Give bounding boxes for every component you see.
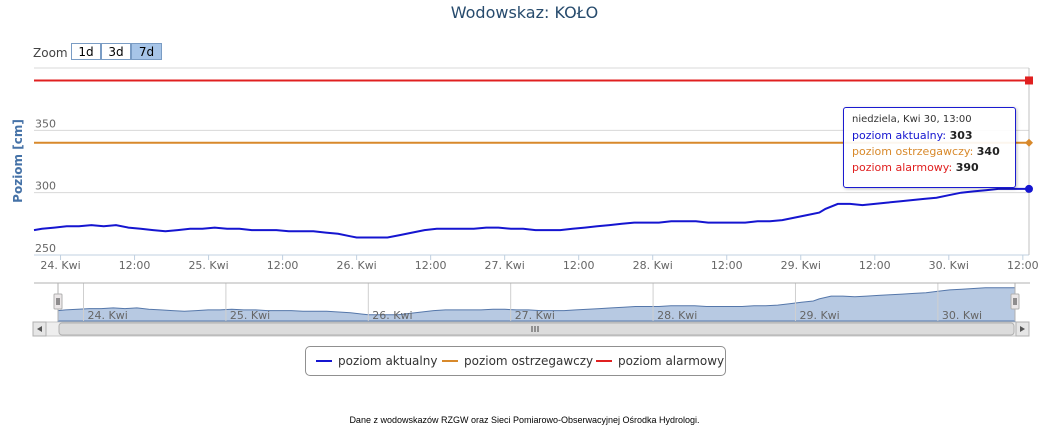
x-axis: 24. Kwi 12:00 25. Kwi 12:00 26. Kwi 12:00 27. … [40, 255, 1039, 272]
x-tick-label: 29. Kwi [781, 259, 821, 272]
zoom-label: Zoom [33, 46, 68, 60]
navigator-tick-label: 28. Kwi [657, 309, 697, 322]
navigator-tick-label: 29. Kwi [799, 309, 839, 322]
legend-item-actual[interactable]: poziom aktualny [316, 354, 437, 368]
navigator-tick-label: 27. Kwi [515, 309, 555, 322]
navigator-tick-label: 25. Kwi [230, 309, 270, 322]
legend: poziom aktualny poziom ostrzegawczy pozi… [305, 346, 726, 376]
y-tick-label: 350 [35, 117, 56, 130]
x-tick-label: 12:00 [563, 259, 595, 272]
navigator-tick-label: 24. Kwi [88, 309, 128, 322]
markers-layer [1025, 68, 1033, 255]
x-tick-label: 24. Kwi [40, 259, 80, 272]
x-tick-label: 26. Kwi [336, 259, 376, 272]
x-tick-label: 12:00 [859, 259, 891, 272]
legend-label-alarm: poziom alarmowy [618, 354, 725, 368]
y-axis: 250 300 350 [35, 117, 56, 255]
y-tick-label: 250 [35, 242, 56, 255]
tooltip-row-alarm: poziom alarmowy: 390 [852, 160, 1015, 176]
x-tick-label: 30. Kwi [929, 259, 969, 272]
scrollbar-left-button[interactable] [32, 321, 47, 337]
tooltip-label-warning: poziom ostrzegawczy: [852, 145, 977, 158]
handle-body [53, 293, 63, 310]
x-tick-label: 27. Kwi [485, 259, 525, 272]
x-tick-label: 25. Kwi [188, 259, 228, 272]
navigator-tick-label: 30. Kwi [942, 309, 982, 322]
navigator[interactable]: 24. Kwi 25. Kwi 26. Kwi 27. Kwi 28. Kwi 29. K… [34, 282, 1030, 322]
legend-label-warning: poziom ostrzegawczy [464, 354, 594, 368]
legend-swatch-alarm [596, 359, 612, 362]
handle-body [1010, 293, 1020, 310]
arrow-left-icon [37, 326, 42, 332]
scrollbar[interactable] [32, 321, 1030, 337]
legend-swatch-actual [316, 359, 332, 362]
chart-title: Wodowskaz: KOŁO [450, 3, 599, 22]
x-tick-label: 12:00 [267, 259, 299, 272]
tooltip-value-actual: 303 [949, 129, 973, 142]
zoom-3d-button[interactable]: 3d [101, 43, 131, 60]
x-tick-label: 12:00 [711, 259, 743, 272]
zoom-1d-button[interactable]: 1d [71, 43, 101, 60]
tooltip-label-alarm: poziom alarmowy: [852, 161, 956, 174]
tooltip-value-alarm: 390 [955, 161, 979, 174]
tooltip-row-warning: poziom ostrzegawczy: 340 [852, 144, 1015, 160]
x-tick-label: 12:00 [119, 259, 151, 272]
x-tick-label: 12:00 [415, 259, 447, 272]
y-axis-label: Poziom [cm] [11, 119, 25, 203]
tooltip-label-actual: poziom aktualny: [852, 129, 950, 142]
legend-item-alarm[interactable]: poziom alarmowy [596, 354, 724, 368]
x-tick-label: 12:00 [1007, 259, 1039, 272]
zoom-7d-button[interactable]: 7d [131, 43, 162, 60]
tooltip-date: niedziela, Kwi 30, 13:00 [852, 114, 972, 125]
tooltip-row-actual: poziom aktualny: 303 [852, 128, 1015, 144]
legend-label-actual: poziom aktualny [338, 354, 438, 368]
scrollbar-thumb[interactable] [58, 322, 1015, 336]
scrollbar-right-button[interactable] [1015, 321, 1030, 337]
marker-warning [1025, 138, 1033, 147]
navigator-handle-left[interactable] [53, 293, 63, 310]
marker-alarm [1025, 76, 1033, 85]
tooltip: niedziela, Kwi 30, 13:00 poziom aktualny… [843, 107, 1016, 188]
marker-actual [1025, 184, 1033, 193]
legend-swatch-warning [442, 359, 458, 362]
navigator-handle-right[interactable] [1010, 293, 1020, 310]
tooltip-value-warning: 340 [976, 145, 1000, 158]
y-tick-label: 300 [35, 180, 56, 193]
navigator-tick-label: 26. Kwi [372, 309, 412, 322]
footer-source: Dane z wodowskazów RZGW oraz Sieci Pomia… [349, 415, 700, 425]
x-tick-label: 28. Kwi [633, 259, 673, 272]
series-line-actual [33, 187, 1029, 239]
legend-item-warning[interactable]: poziom ostrzegawczy [442, 354, 593, 368]
arrow-right-icon [1020, 326, 1025, 332]
